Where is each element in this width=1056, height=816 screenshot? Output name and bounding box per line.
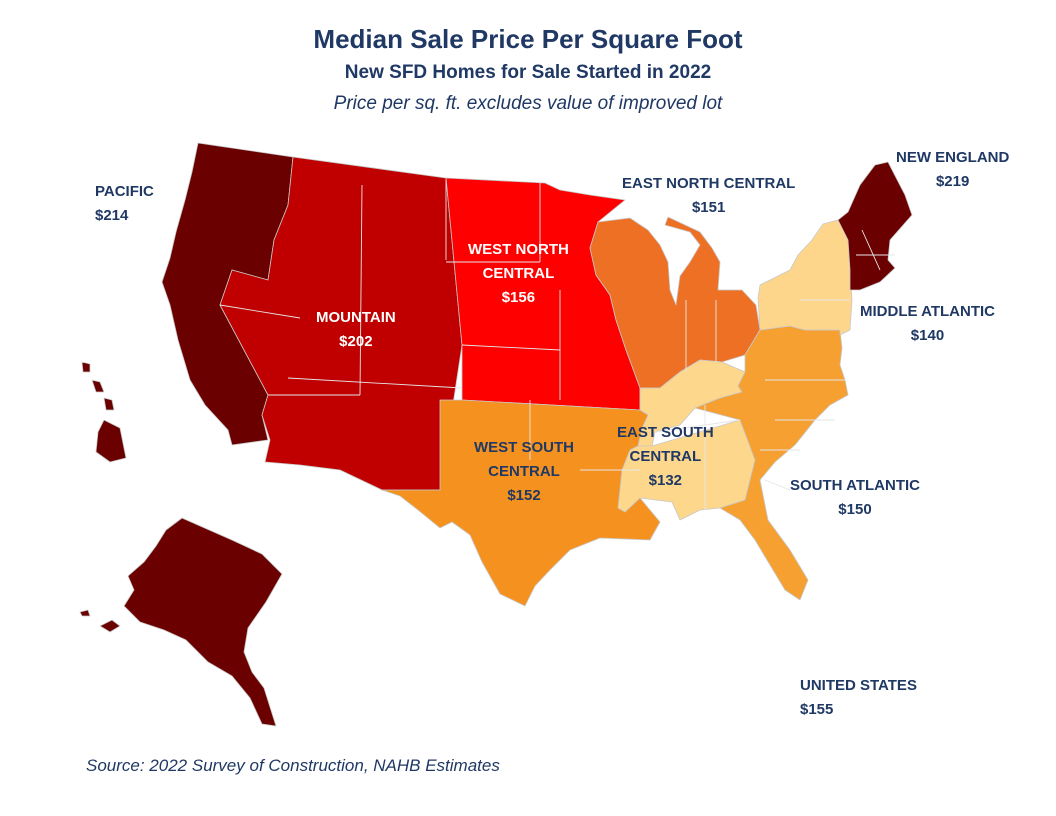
label-new-england: NEW ENGLAND $219 [896,146,1009,194]
label-west-south-central: WEST SOUTH CENTRAL $152 [474,436,574,508]
source-note: Source: 2022 Survey of Construction, NAH… [86,756,500,775]
label-west-north-central: WEST NORTH CENTRAL $156 [468,238,569,310]
label-pacific: PACIFIC $214 [95,180,154,228]
label-east-south-central-name-2: CENTRAL [629,448,702,465]
label-south-atlantic-name: SOUTH ATLANTIC [790,477,920,494]
label-west-south-central-name-2: CENTRAL [488,463,560,480]
map-subtitle: New SFD Homes for Sale Started in 2022 [344,62,712,83]
map-note: Price per sq. ft. excludes value of impr… [333,93,723,114]
region-east-north-central [589,216,761,389]
label-mountain: MOUNTAIN $202 [316,306,396,354]
region-pacific-hawaii [95,419,127,463]
label-middle-atlantic: MIDDLE ATLANTIC $140 [860,300,995,348]
region-middle-atlantic [757,219,853,336]
label-new-england-value: $219 [935,173,970,190]
label-middle-atlantic-value: $140 [910,327,945,344]
label-east-north-central-name: EAST NORTH CENTRAL [622,175,796,192]
region-new-england [837,161,913,291]
label-south-atlantic: SOUTH ATLANTIC $150 [790,474,920,522]
label-west-south-central-value: $152 [507,487,541,504]
label-east-south-central-name-1: EAST SOUTH [617,424,714,441]
label-united-states: UNITED STATES $155 [800,674,917,722]
label-new-england-name: NEW ENGLAND [896,149,1010,166]
label-middle-atlantic-name: MIDDLE ATLANTIC [860,303,995,320]
label-mountain-name: MOUNTAIN [316,309,396,326]
label-united-states-name: UNITED STATES [800,677,917,694]
label-west-north-central-value: $156 [501,289,536,306]
label-east-south-central: EAST SOUTH CENTRAL $132 [617,421,714,493]
label-mountain-value: $202 [339,333,373,350]
region-pacific-hawaii-isles [81,361,115,411]
label-west-north-central-name-2: CENTRAL [482,265,555,282]
label-east-south-central-value: $132 [648,472,683,489]
label-east-north-central: EAST NORTH CENTRAL $151 [622,172,795,220]
label-west-north-central-name-1: WEST NORTH [468,241,569,258]
label-south-atlantic-value: $150 [838,501,872,518]
region-west-south-central [381,399,661,607]
region-pacific-aleutians [79,609,121,633]
label-pacific-name: PACIFIC [95,183,154,200]
region-south-atlantic [694,325,849,601]
label-united-states-value: $155 [800,701,834,718]
label-west-south-central-name-1: WEST SOUTH [474,439,574,456]
map-title: Median Sale Price Per Square Foot [313,24,743,54]
label-pacific-value: $214 [95,207,129,224]
label-east-north-central-value: $151 [691,199,726,216]
region-pacific-alaska [123,517,283,727]
